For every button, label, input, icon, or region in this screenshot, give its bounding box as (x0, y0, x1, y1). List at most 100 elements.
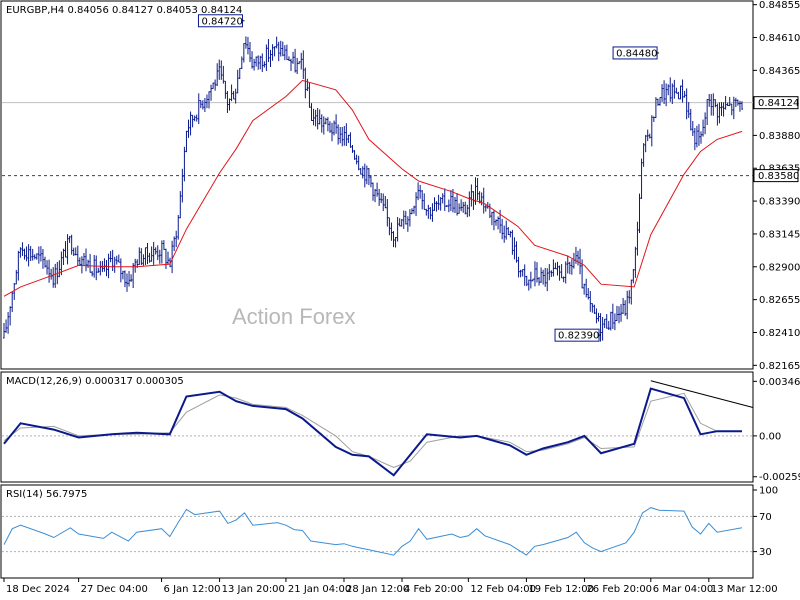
ohlc-bar (369, 175, 372, 188)
ohlc-bar (626, 290, 629, 320)
ohlc-bar (156, 245, 159, 261)
ohlc-bar (718, 102, 721, 124)
ohlc-bar (117, 254, 120, 263)
ohlc-bar (218, 59, 221, 80)
ohlc-bar (160, 240, 163, 264)
ohlc-bar (146, 243, 149, 265)
ohlc-bar (355, 154, 358, 165)
ohlc-bar (443, 188, 446, 212)
ohlc-bar (203, 97, 206, 112)
ohlc-bar (384, 195, 387, 209)
ohlc-bar (140, 248, 143, 266)
ohlc-bar (66, 234, 69, 265)
ohlc-bar (624, 300, 627, 316)
annotation-label: 0.84480 (616, 48, 657, 59)
ohlc-bar (392, 231, 395, 248)
ohlc-bar (62, 248, 65, 265)
ohlc-bar (74, 247, 77, 256)
price-axis-label: 0.84855 (759, 0, 800, 11)
ohlc-bar (390, 222, 393, 241)
ohlc-bar (326, 117, 329, 132)
ohlc-bar (681, 79, 684, 103)
ohlc-bar (345, 123, 348, 146)
ohlc-bar (724, 95, 727, 110)
ohlc-bar (339, 126, 342, 144)
ohlc-bar (60, 251, 63, 276)
ohlc-bar (556, 261, 559, 276)
ohlc-bar (212, 82, 215, 90)
ohlc-bar (216, 63, 219, 86)
ohlc-bar (285, 44, 288, 60)
ohlc-bar (72, 247, 75, 257)
ohlc-bar (675, 87, 678, 94)
ohlc-bar (497, 216, 500, 230)
ohlc-bar (171, 240, 174, 274)
ohlc-bar (615, 305, 618, 322)
ohlc-bar (259, 55, 262, 70)
dashed-level-tag: 0.83580 (753, 169, 799, 183)
ohlc-bar (48, 259, 51, 283)
ohlc-bar (246, 36, 249, 55)
ohlc-bar (429, 207, 432, 220)
ohlc-bar (683, 90, 686, 98)
ohlc-bar (39, 246, 42, 262)
ohlc-bar (415, 192, 418, 216)
ohlc-bar (593, 304, 596, 314)
ohlc-bar (632, 268, 635, 284)
ohlc-bar (308, 82, 311, 108)
ohlc-bar (21, 242, 24, 256)
ohlc-bar (273, 46, 276, 57)
ohlc-bar (679, 85, 682, 100)
ohlc-bar (585, 278, 588, 298)
macd-panel-frame (0, 371, 754, 483)
ohlc-bar (478, 191, 481, 204)
ohlc-bar (579, 248, 582, 275)
ohlc-bar (521, 269, 524, 277)
dashed-level-tag-text: 0.83580 (758, 171, 799, 182)
ohlc-bar (691, 120, 694, 136)
ohlc-bar (35, 253, 38, 260)
ohlc-bar (187, 119, 190, 138)
ohlc-bar (458, 203, 461, 214)
ohlc-bar (210, 84, 213, 101)
ohlc-bar (519, 269, 522, 278)
macd-axis: 0.003462 0.00 -0.002593 (753, 377, 800, 483)
annotation-box (197, 14, 243, 28)
ohlc-bar (185, 130, 188, 153)
annotation-label: 0.82390 (558, 331, 599, 342)
ohlc-bar (113, 256, 116, 273)
ohlc-bar (76, 245, 79, 267)
ohlc-bar (64, 241, 67, 258)
ohlc-bar (162, 240, 165, 250)
ohlc-bar (304, 67, 307, 99)
ohlc-bar (316, 108, 319, 130)
ohlc-bar (482, 187, 485, 214)
ohlc-bar (708, 94, 711, 107)
ohlc-bar (702, 119, 705, 137)
ohlc-bar (613, 313, 616, 331)
ohlc-bar (97, 267, 100, 273)
ohlc-bar (41, 249, 44, 269)
ohlc-bar (730, 103, 733, 116)
price-panel: Action Forex 0.84855 0.84610 0.84365 0.8388… (0, 0, 800, 372)
ohlc-bar (554, 262, 557, 270)
ohlc-bar (437, 194, 440, 210)
ohlc-bar (251, 51, 254, 69)
price-panel-frame (0, 0, 754, 370)
ohlc-bar (611, 303, 614, 329)
ohlc-bar (550, 270, 553, 277)
ohlc-bar (552, 259, 555, 277)
ohlc-bar (9, 306, 12, 326)
ohlc-bar (704, 112, 707, 135)
ohlc-bar (490, 211, 493, 226)
ohlc-bar (312, 108, 315, 126)
ohlc-bar (91, 271, 94, 277)
ohlc-bar (425, 208, 428, 216)
ohlc-bar (382, 193, 385, 212)
time-axis-label: 4 Feb 20:00 (404, 584, 463, 595)
ohlc-bar (628, 290, 631, 304)
ohlc-bar (244, 36, 247, 49)
ohlc-bar (300, 52, 303, 70)
ohlc-bar (413, 205, 415, 214)
ohlc-bar (665, 83, 668, 107)
